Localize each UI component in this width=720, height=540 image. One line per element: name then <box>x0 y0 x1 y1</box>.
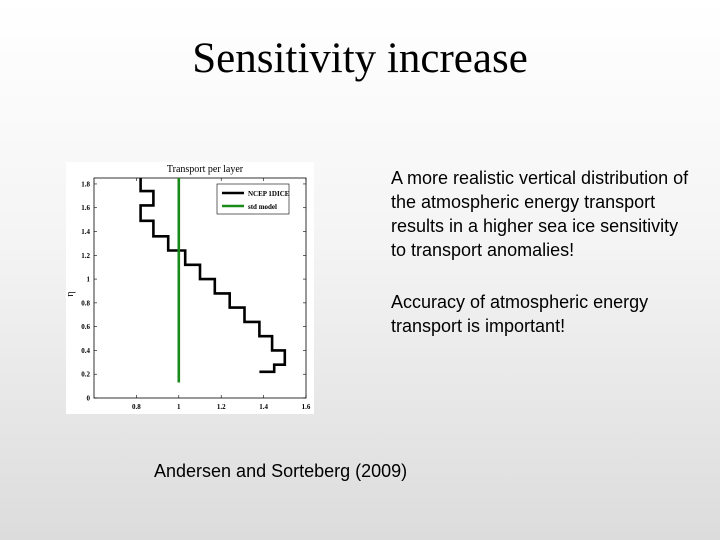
series-ncep-1dice-line <box>139 178 287 374</box>
chart-legend: NCEP 1DICE std model <box>216 183 290 215</box>
legend-label-std: std model <box>248 203 277 211</box>
bullet-1: A more realistic vertical distribution o… <box>391 168 689 260</box>
y-tick-label: 0 <box>87 395 91 403</box>
y-tick-label: 0.8 <box>81 299 90 307</box>
x-tick-label: 0.8 <box>132 403 141 411</box>
plot-frame <box>93 177 307 399</box>
bullet-2: Accuracy of atmospheric energy transport… <box>391 292 649 336</box>
y-tick-label: 0.2 <box>81 371 90 379</box>
x-tick-label: 1.2 <box>217 403 226 411</box>
y-tick-label: 0.4 <box>81 347 90 355</box>
chart-svg: Transport per layer 0.8 1 1.2 1.4 1.6 0 0.2 0.4… <box>66 164 311 411</box>
x-tick-label: 1 <box>177 403 181 411</box>
legend-label-ncep: NCEP 1DICE <box>248 190 290 198</box>
chart-title: Transport per layer <box>167 164 244 175</box>
y-tick-label: 1.4 <box>81 228 90 236</box>
legend-box <box>216 183 290 215</box>
y-axis-label: η <box>66 291 76 296</box>
citation: Andersen and Sorteberg (2009) <box>154 461 408 481</box>
slide-title: Sensitivity increase <box>192 35 528 82</box>
ticks-layer: 0.8 1 1.2 1.4 1.6 0 0.2 0.4 0.6 0.8 1 1.2 1.4 1.6 1.8 <box>81 178 311 411</box>
bullet-list: A more realistic vertical distribution o… <box>391 166 691 366</box>
series-layer <box>139 178 287 383</box>
x-tick-label: 1.6 <box>302 403 311 411</box>
y-tick-label: 1.8 <box>81 180 90 188</box>
y-tick-label: 1.2 <box>81 252 90 260</box>
y-tick-label: 0.6 <box>81 323 90 331</box>
y-tick-label: 1.6 <box>81 204 90 212</box>
x-tick-label: 1.4 <box>259 403 268 411</box>
transport-chart: Transport per layer 0.8 1 1.2 1.4 1.6 0 0.2 0.4… <box>66 162 314 414</box>
y-tick-label: 1 <box>87 276 91 284</box>
